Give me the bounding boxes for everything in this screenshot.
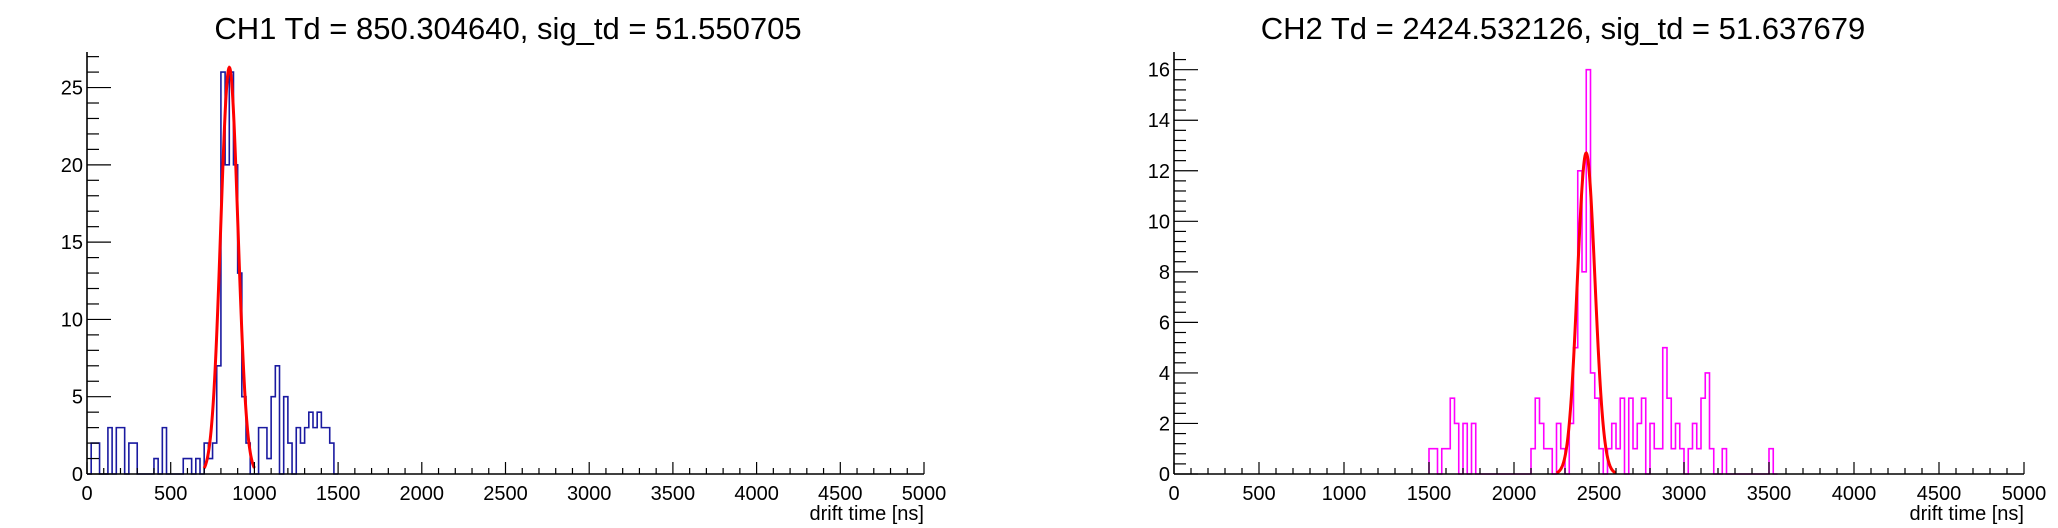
y-tick-label: 10 <box>61 309 83 331</box>
x-tick-label: 0 <box>81 483 92 505</box>
x-tick-label: 0 <box>1168 483 1179 505</box>
x-tick-label: 1000 <box>232 483 277 505</box>
y-tick-label: 14 <box>1148 110 1170 132</box>
histogram-ch2: CH2 Td = 2424.532126, sig_td = 51.637679… <box>1148 11 2047 525</box>
x-tick-label: 5000 <box>902 483 947 505</box>
x-tick-label: 3000 <box>567 483 612 505</box>
histogram-ch1: CH1 Td = 850.304640, sig_td = 51.550705 0… <box>61 11 947 525</box>
x-tick-label: 4000 <box>734 483 779 505</box>
x-tick-label: 3500 <box>1747 483 1792 505</box>
x-tick-label: 4000 <box>1832 483 1877 505</box>
gaussian-fit-curve <box>1555 151 1617 475</box>
y-tick-label: 4 <box>1159 363 1170 385</box>
x-axis-label: drift time [ns] <box>810 503 924 525</box>
chart-panel-ch2: CH2 Td = 2424.532126, sig_td = 51.637679… <box>1085 0 2058 528</box>
y-tick-label: 8 <box>1159 262 1170 284</box>
x-tick-label: 4500 <box>1917 483 1962 505</box>
x-tick-label: 500 <box>154 483 187 505</box>
x-tick-label: 500 <box>1242 483 1275 505</box>
y-tick-label: 0 <box>1159 464 1170 486</box>
y-tick-label: 20 <box>61 155 83 177</box>
y-tick-label: 16 <box>1148 60 1170 82</box>
chart-panel-ch1: CH1 Td = 850.304640, sig_td = 51.550705 0… <box>0 0 1000 528</box>
x-tick-label: 4500 <box>818 483 863 505</box>
y-tick-label: 6 <box>1159 312 1170 334</box>
chart-title: CH1 Td = 850.304640, sig_td = 51.550705 <box>214 11 801 46</box>
gaussian-fit-curve <box>202 65 256 469</box>
y-tick-label: 15 <box>61 232 83 254</box>
x-tick-label: 1500 <box>1407 483 1452 505</box>
x-tick-label: 1500 <box>316 483 361 505</box>
y-tick-label: 5 <box>72 387 83 409</box>
y-tick-label: 2 <box>1159 413 1170 435</box>
x-tick-label: 2000 <box>400 483 445 505</box>
x-tick-label: 2000 <box>1492 483 1537 505</box>
x-tick-label: 3500 <box>651 483 696 505</box>
y-tick-label: 10 <box>1148 211 1170 233</box>
x-tick-label: 1000 <box>1322 483 1367 505</box>
y-tick-label: 12 <box>1148 161 1170 183</box>
x-tick-label: 3000 <box>1662 483 1707 505</box>
x-tick-label: 2500 <box>1577 483 1622 505</box>
y-tick-label: 25 <box>61 78 83 100</box>
x-tick-label: 5000 <box>2002 483 2047 505</box>
x-axis-label: drift time [ns] <box>1910 503 2024 525</box>
x-tick-label: 2500 <box>483 483 528 505</box>
chart-title: CH2 Td = 2424.532126, sig_td = 51.637679 <box>1261 11 1865 46</box>
y-tick-label: 0 <box>72 464 83 486</box>
